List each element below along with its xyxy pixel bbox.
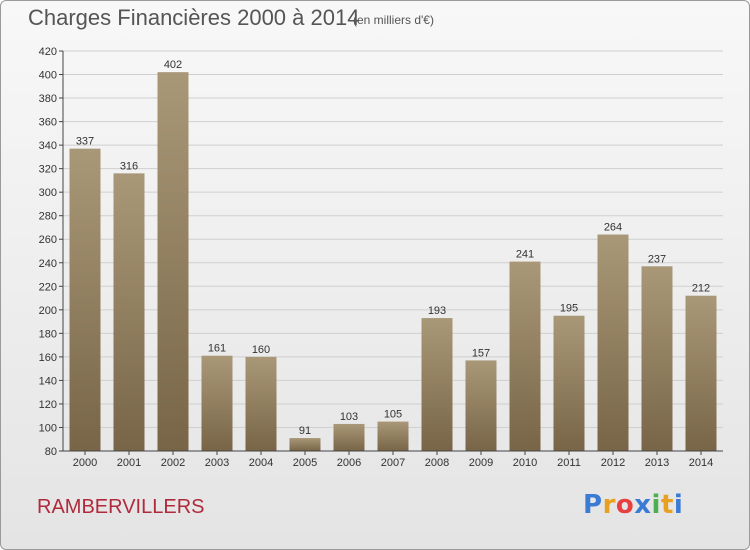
bar-2013[interactable] [641, 266, 673, 451]
x-tick-label: 2014 [689, 457, 713, 469]
chart-title: Charges Financières 2000 à 2014 [28, 5, 360, 30]
bar-value-label: 264 [604, 222, 622, 234]
y-tick-label: 200 [39, 305, 57, 317]
bar-2009[interactable] [465, 360, 497, 451]
bar-value-label: 105 [384, 409, 402, 421]
y-tick-label: 420 [39, 46, 57, 58]
bar-2008[interactable] [421, 318, 453, 451]
x-tick-label: 2011 [557, 457, 581, 469]
y-tick-label: 320 [39, 164, 57, 176]
logo-letter: i [651, 490, 661, 520]
bar-2012[interactable] [597, 234, 629, 451]
bar-value-label: 212 [692, 283, 710, 295]
bar-2006[interactable] [333, 423, 365, 451]
bar-2001[interactable] [113, 173, 145, 451]
y-tick-label: 140 [39, 375, 57, 387]
bar-2002[interactable] [157, 72, 189, 452]
y-tick-label: 100 [39, 422, 57, 434]
bar-value-label: 161 [208, 343, 226, 355]
bar-2007[interactable] [377, 421, 409, 451]
x-tick-label: 2003 [205, 457, 229, 469]
y-tick-label: 360 [39, 117, 57, 129]
y-tick-label: 380 [39, 93, 57, 105]
x-tick-label: 2005 [293, 457, 317, 469]
bar-2011[interactable] [553, 315, 585, 451]
y-tick-label: 160 [39, 352, 57, 364]
x-tick-label: 2001 [117, 457, 141, 469]
bar-2004[interactable] [245, 356, 277, 451]
x-tick-label: 2000 [73, 457, 97, 469]
logo-letter: r [602, 490, 616, 520]
bar-value-label: 103 [340, 411, 358, 423]
bar-2000[interactable] [69, 148, 101, 451]
logo-letter: x [634, 490, 652, 520]
bar-2003[interactable] [201, 355, 233, 451]
bar-value-label: 316 [120, 160, 138, 172]
x-tick-label: 2009 [469, 457, 493, 469]
town-name: RAMBERVILLERS [37, 496, 205, 518]
x-tick-label: 2012 [601, 457, 625, 469]
bar-value-label: 157 [472, 347, 490, 359]
bar-2005[interactable] [289, 438, 321, 451]
y-tick-label: 300 [39, 187, 57, 199]
logo-letter: o [615, 490, 635, 520]
x-tick-label: 2008 [425, 457, 449, 469]
bar-value-label: 160 [252, 344, 270, 356]
y-tick-label: 80 [45, 446, 57, 458]
bar-value-label: 195 [560, 303, 578, 315]
y-tick-label: 400 [39, 70, 57, 82]
bar-value-label: 237 [648, 253, 666, 265]
logo-letter: P [583, 490, 603, 520]
x-tick-label: 2007 [381, 457, 405, 469]
y-tick-label: 260 [39, 234, 57, 246]
chart-subtitle: (en milliers d'€) [353, 13, 434, 27]
bar-value-label: 91 [299, 425, 311, 437]
y-tick-label: 340 [39, 140, 57, 152]
logo-letter: t [660, 490, 674, 520]
y-tick-label: 180 [39, 328, 57, 340]
x-tick-label: 2004 [249, 457, 273, 469]
y-tick-label: 240 [39, 258, 57, 270]
bar-value-label: 193 [428, 305, 446, 317]
bar-2010[interactable] [509, 261, 541, 451]
y-tick-label: 220 [39, 281, 57, 293]
bar-2014[interactable] [685, 295, 717, 451]
x-tick-label: 2006 [337, 457, 361, 469]
bar-value-label: 241 [516, 249, 534, 261]
x-tick-label: 2010 [513, 457, 537, 469]
bar-value-label: 402 [164, 59, 182, 71]
proxiti-logo[interactable]: Proxiti [583, 490, 683, 520]
y-tick-label: 120 [39, 399, 57, 411]
x-tick-label: 2013 [645, 457, 669, 469]
logo-letter: i [673, 490, 684, 520]
x-tick-label: 2002 [161, 457, 185, 469]
bar-value-label: 337 [76, 136, 94, 148]
y-tick-label: 280 [39, 211, 57, 223]
